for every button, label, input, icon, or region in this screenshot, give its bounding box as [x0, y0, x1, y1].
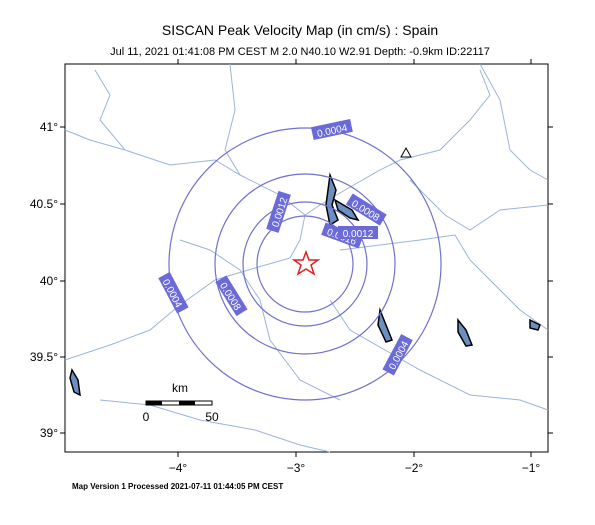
longitude-label: −3° — [287, 461, 306, 475]
map-frame — [64, 63, 549, 453]
latitude-label: 39° — [40, 426, 58, 440]
axis-ticks: 41° 40.5° 40° 39.5° 39° −4° −3° −2° −1° — [30, 59, 553, 475]
scale-start: 0 — [143, 410, 150, 424]
scale-bar: km 0 50 — [143, 381, 219, 424]
longitude-label: −1° — [522, 461, 541, 475]
latitude-label: 40° — [40, 274, 58, 288]
contours — [168, 127, 442, 401]
contour — [168, 127, 442, 401]
footer: Map Version 1 Processed 2021-07-11 01:44… — [72, 482, 283, 491]
longitude-label: −4° — [169, 461, 188, 475]
label-bg — [266, 190, 291, 233]
contour-label-box: 0.0012 — [338, 226, 378, 240]
contour-label: 0.0012 — [343, 229, 374, 240]
latitude-label: 40.5° — [30, 197, 58, 211]
scale-unit: km — [172, 381, 188, 395]
title: SISCAN Peak Velocity Map (in cm/s) : Spa… — [162, 22, 438, 38]
scale-bar-seg — [179, 401, 195, 405]
label-bg — [158, 272, 189, 314]
contour — [214, 173, 396, 355]
station — [400, 146, 412, 158]
label-bg — [215, 275, 248, 317]
epicenter — [291, 249, 321, 276]
map-area: 0.00040.00080.00120.00160.00120.00040.00… — [64, 63, 549, 453]
contour-labels: 0.00040.00080.00120.00160.00120.00040.00… — [158, 118, 413, 376]
label-bg — [382, 334, 413, 376]
contour — [242, 201, 368, 327]
label-bg — [310, 118, 353, 141]
scale-bar-seg — [146, 401, 162, 405]
latitude-label: 39.5° — [30, 350, 58, 364]
latitude-label: 41° — [40, 120, 58, 134]
label-bg — [345, 193, 387, 226]
contour — [256, 215, 354, 313]
label-bg — [338, 226, 378, 239]
lakes — [69, 172, 541, 397]
longitude-label: −2° — [405, 461, 424, 475]
scale-end: 50 — [205, 410, 219, 424]
subtitle: Jul 11, 2021 01:41:08 PM CEST M 2.0 N40.… — [110, 46, 490, 58]
rivers — [64, 63, 549, 453]
